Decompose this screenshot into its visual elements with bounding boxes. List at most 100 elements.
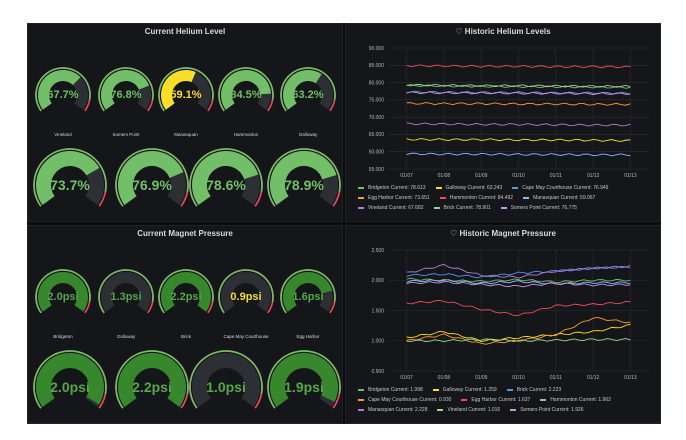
legend-swatch — [358, 388, 364, 391]
legend-item[interactable]: Vineland Current: 67.682 — [358, 203, 424, 213]
x-tick-label: 01/13 — [624, 375, 637, 381]
x-tick-label: 01/07 — [400, 375, 413, 381]
panel-title[interactable]: Current Helium Level — [144, 27, 226, 36]
gauge-value: 2.0psi — [50, 379, 90, 396]
y-tick-label: 70.000 — [369, 115, 385, 121]
gauge-arc — [218, 67, 274, 112]
gauge-fill — [270, 151, 337, 205]
x-tick-label: 01/08 — [438, 375, 451, 381]
legend-row: Bridgeton Current: 1.998 Galloway Current… — [358, 385, 621, 395]
legend-text: Vineland Current: 1.016 — [447, 407, 501, 413]
gauge-egg-harbor[interactable]: 73.7%Egg Harbor — [30, 147, 110, 219]
threshold-arc-ok — [98, 269, 154, 314]
legend-swatch — [512, 186, 519, 189]
helium-line-chart[interactable]: 55.000 60.000 65.000 70.000 75.000 80.000 85.0… — [346, 24, 661, 222]
gauge-somers-point[interactable]: 76.8% Somers Point — [95, 66, 157, 137]
gauge-galloway[interactable]: 1.3psi Galloway — [95, 268, 157, 339]
dashboard: Current Helium Level 67.7% Vineland 76.8% S… — [27, 23, 661, 424]
gauge-arc — [267, 350, 341, 409]
legend-item[interactable]: Hammonton Current: 1.962 — [540, 395, 611, 405]
x-tick-label: 01/11 — [550, 173, 562, 179]
gauge-arc — [280, 67, 336, 112]
legend-item[interactable]: Manasquan Current: 59.067 — [523, 193, 595, 203]
legend-item[interactable]: Galloway Current: 63.243 — [435, 183, 502, 193]
legend-text: Somers Point Current: 1.926 — [520, 407, 584, 413]
series-line-galloway — [406, 138, 631, 142]
gauge-vineland[interactable]: 67.7% Vineland — [32, 66, 94, 137]
threshold-arc-ok — [33, 148, 107, 207]
gauge-fill — [36, 353, 104, 407]
magnet-line-chart[interactable]: 0.500 1.000 1.500 2.000 2.500 01/07 01/08 01/09… — [346, 226, 661, 424]
gauge-fill — [283, 70, 322, 110]
series-line-egg-harbor — [406, 299, 631, 317]
legend-item[interactable]: Brick Current: 2.223 — [506, 385, 561, 395]
legend-text: Somers Point Current: 76.775 — [510, 205, 577, 211]
gauge-hammonton[interactable]: 2.0psiHammonton — [30, 349, 110, 421]
legend-item[interactable]: Egg Harbor Current: 1.637 — [461, 395, 530, 405]
gauge-egg-harbor[interactable]: 1.6psi Egg Harbor — [277, 268, 339, 339]
panel-title[interactable]: ♡ Historic Helium Levels — [346, 27, 660, 36]
gauge-arc — [158, 269, 214, 314]
magnet-legend: Bridgeton Current: 1.998 Galloway Current… — [358, 385, 621, 415]
legend-item[interactable]: Bridgeton Current: 1.998 — [358, 385, 423, 395]
legend-text: Vineland Current: 67.682 — [368, 205, 424, 211]
legend-item[interactable]: Egg Harbor Current: 73.651 — [358, 193, 430, 203]
legend-swatch — [540, 398, 547, 401]
y-tick-label: 90.000 — [369, 46, 385, 52]
y-tick-label: 1.500 — [371, 308, 384, 314]
threshold-arc-ok — [189, 350, 263, 409]
legend-item[interactable]: Galloway Current: 1.259 — [432, 385, 497, 395]
legend-row: Manasquan Current: 2.228 Vineland Current… — [358, 405, 621, 415]
threshold-arc-ok — [33, 350, 107, 409]
threshold-arc-ok — [218, 67, 274, 112]
threshold-arc-ok — [158, 67, 214, 112]
gauge-arc — [218, 269, 274, 314]
magnet-history-panel: ♡ Historic Magnet Pressure 0.500 1.000 1.5… — [345, 225, 661, 424]
gauge-manasquan[interactable]: 2.2psiManasquan — [112, 349, 192, 421]
legend-item[interactable]: Hammonton Current: 84.492 — [439, 193, 513, 203]
legend-text: Galloway Current: 1.259 — [442, 387, 497, 393]
threshold-arc-ok — [267, 148, 341, 207]
gauge-vineland[interactable]: 1.0psiVineland — [186, 349, 266, 421]
gauge-value: 2.2psi — [170, 290, 202, 303]
gauge-manasquan[interactable]: 59.1% Manasquan — [155, 66, 217, 137]
gauge-value: 84.5% — [230, 88, 262, 101]
helium-legend: Bridgeton Current: 78.613 Galloway Curren… — [358, 183, 618, 213]
legend-swatch — [433, 206, 440, 209]
legend-item[interactable]: Cape May Courthouse Current: 76.949 — [512, 183, 608, 193]
gauge-bridgeton[interactable]: 2.0psi Bridgeton — [32, 268, 94, 339]
gauge-value: 1.0psi — [206, 379, 246, 396]
gauge-brick[interactable]: 78.9%Brick — [264, 147, 342, 219]
x-tick-label: 01/10 — [512, 173, 525, 179]
panel-title[interactable]: ♡ Historic Magnet Pressure — [346, 229, 660, 238]
series-line-hammonton — [406, 279, 631, 286]
gauge-brick[interactable]: 2.2psi Brick — [155, 268, 217, 339]
gauge-galloway[interactable]: 63.2% Galloway — [277, 66, 339, 137]
legend-item[interactable]: Manasquan Current: 2.228 — [358, 405, 427, 415]
legend-item[interactable]: Somers Point Current: 76.775 — [500, 203, 577, 213]
legend-item[interactable]: Somers Point Current: 1.926 — [510, 405, 584, 415]
gauge-hammonton[interactable]: 84.5% Hammonton — [215, 66, 277, 137]
series-line-manasquan — [406, 263, 631, 279]
gauge-bridgeton[interactable]: 78.6%Bridgeton — [186, 147, 266, 219]
threshold-arc-ok — [267, 350, 341, 409]
legend-item[interactable]: Bridgeton Current: 78.613 — [358, 183, 426, 193]
y-tick-label: 0.500 — [371, 369, 384, 375]
legend-item[interactable]: Brick Current: 78.901 — [433, 203, 491, 213]
gauge-label: Galloway — [116, 334, 136, 339]
legend-text: Bridgeton Current: 1.998 — [368, 387, 423, 393]
gauge-cape-may-courthouse[interactable]: 76.9%Cape May Courthouse — [112, 147, 192, 219]
legend-text: Bridgeton Current: 78.613 — [368, 185, 426, 191]
gauge-cape-may-courthouse[interactable]: 0.9psi Cape May Courthouse — [215, 268, 277, 339]
gauge-somers-point[interactable]: 1.9psiSomers Point — [264, 349, 342, 421]
gauge-fill — [118, 353, 186, 407]
gauge-label: Brick — [181, 334, 191, 339]
gauge-value: 63.2% — [292, 88, 324, 101]
gauge-arc — [158, 67, 214, 112]
legend-item[interactable]: Cape May Courthouse Current: 0.930 — [358, 395, 451, 405]
legend-text: Brick Current: 78.901 — [443, 205, 491, 211]
threshold-arc-ok — [218, 269, 274, 314]
panel-title[interactable]: Current Magnet Pressure — [137, 229, 233, 238]
y-tick-label: 2.500 — [371, 248, 384, 254]
legend-item[interactable]: Vineland Current: 1.016 — [437, 405, 500, 415]
